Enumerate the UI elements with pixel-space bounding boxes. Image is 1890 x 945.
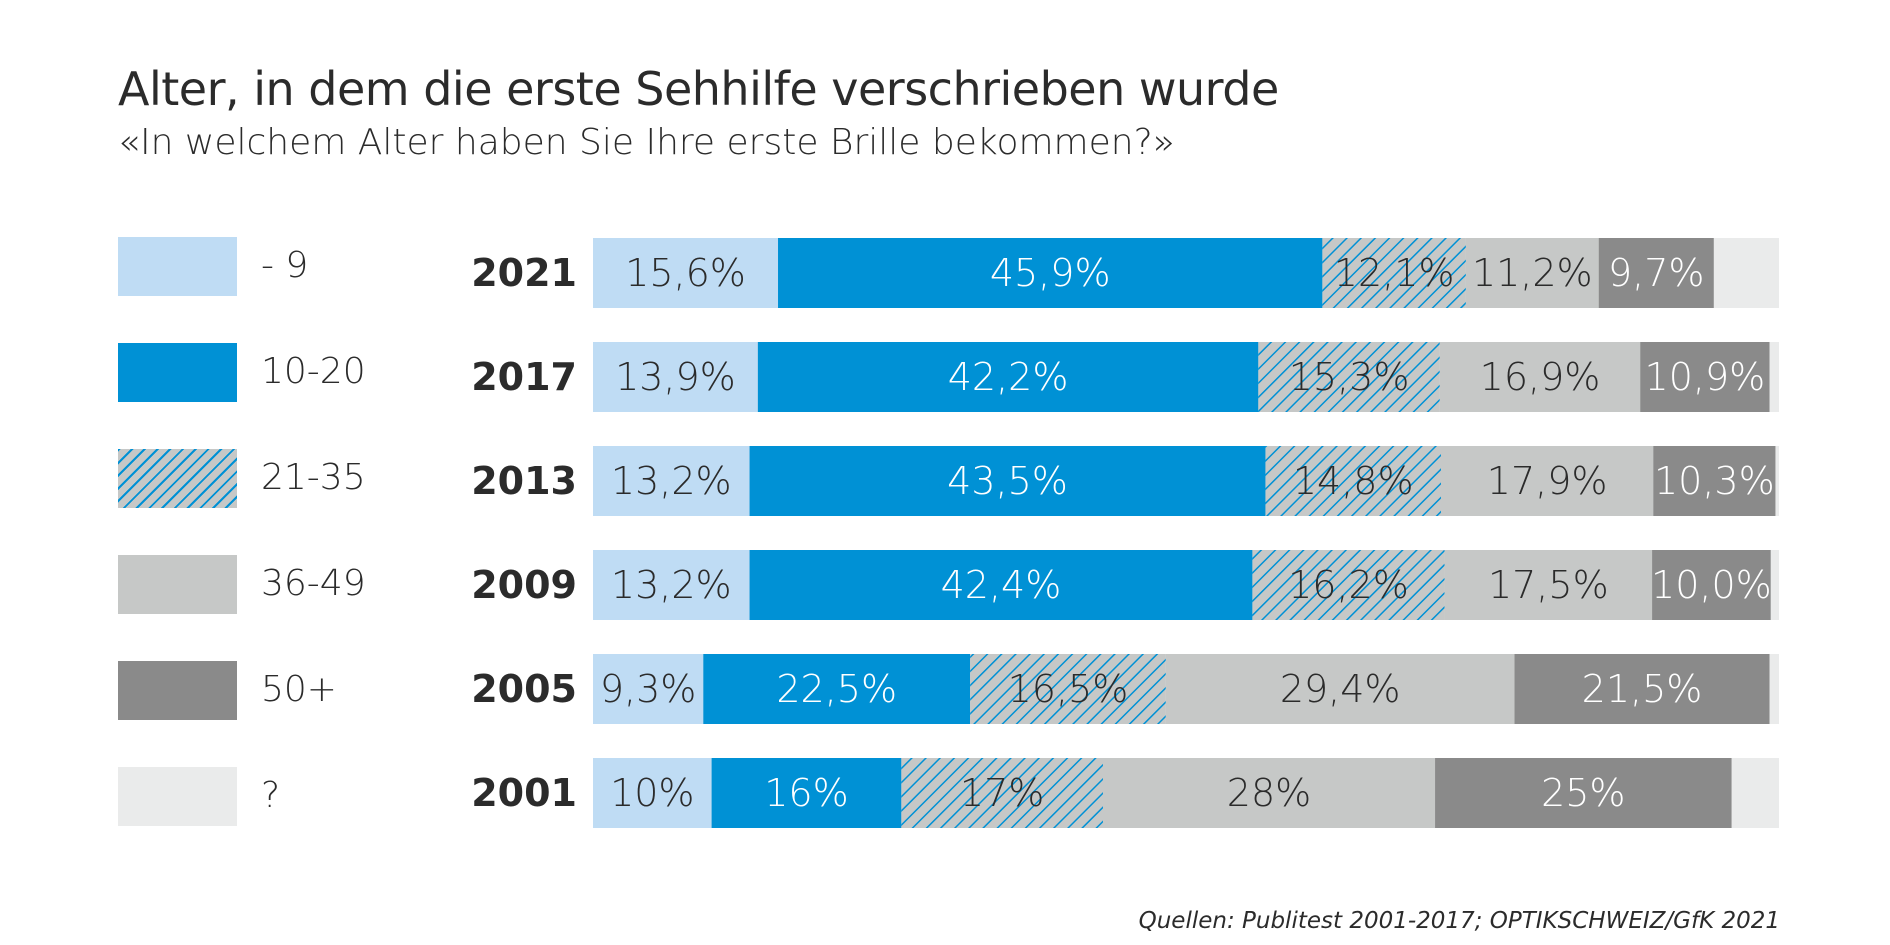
bar-segment [1514,654,1770,724]
chart-subtitle: «In welchem Alter haben Sie Ihre erste B… [118,122,1175,163]
data-label: 10% [610,771,694,815]
year-label: 2017 [471,355,577,399]
legend-swatch-unknown [118,767,237,826]
bar-segment [1102,758,1436,828]
data-label: 10,0% [1651,563,1772,607]
bar-segment [1165,654,1515,724]
data-label: 16,9% [1480,355,1601,399]
bar-segment [749,446,1266,516]
data-label: 17,9% [1487,459,1608,503]
bar-segment [1439,342,1641,412]
bar-segment [711,758,902,828]
data-label: 10,9% [1645,355,1766,399]
data-label: 28% [1227,771,1311,815]
bar-segment [1640,342,1770,412]
bar-segment [1652,550,1771,620]
data-label: 13,9% [615,355,736,399]
bar-segment [1653,446,1776,516]
data-label: 22,5% [776,667,897,711]
data-label: 15,6% [625,251,746,295]
bar-segment [703,654,971,724]
legend-label: 21-35 [261,457,366,498]
bar-segment [1435,758,1732,828]
data-label: 21,5% [1582,667,1703,711]
legend-swatch-age-50-plus [118,661,237,720]
year-label: 2013 [471,459,577,503]
data-label: 9,7% [1608,251,1705,295]
data-label: 17% [960,771,1044,815]
data-label: 12,1% [1334,251,1455,295]
bar-segment [593,654,704,724]
bar-segment [1252,550,1445,620]
year-label: 2001 [471,771,577,815]
legend-item-age-10-20: 10-20 [118,343,418,403]
data-label: 29,4% [1280,667,1401,711]
bar-segment [1598,238,1714,308]
data-label: 11,2% [1472,251,1593,295]
bar-segment [593,342,758,412]
bar-segment [1444,550,1653,620]
legend-swatch-age-21-35 [118,449,237,508]
data-label: 43,5% [947,459,1068,503]
data-label: 17,5% [1488,563,1609,607]
bar-segment [593,550,750,620]
bar-segment [1322,238,1466,308]
bar-segment [593,758,712,828]
legend-item-age-50-plus: 50+ [118,661,418,721]
bar-segment [593,238,779,308]
bar-segment [1440,446,1654,516]
chart-title: Alter, in dem die erste Sehhilfe verschr… [118,62,1279,116]
year-label: 2005 [471,667,577,711]
bar-segment [593,446,750,516]
legend-label: - 9 [261,245,309,286]
legend-swatch-age-0-9 [118,237,237,296]
data-label: 13,2% [611,459,732,503]
bar-segment [970,654,1166,724]
data-label: 14,8% [1293,459,1414,503]
legend-label: 36-49 [261,563,366,604]
legend-item-unknown: ? [118,767,418,827]
legend-item-age-21-35: 21-35 [118,449,418,509]
data-label: 15,3% [1289,355,1410,399]
bar-segment [749,550,1253,620]
data-label: 45,9% [990,251,1111,295]
legend-item-age-36-49: 36-49 [118,555,418,615]
legend-swatch-age-10-20 [118,343,237,402]
legend-label: 50+ [261,669,337,710]
data-label: 9,3% [600,667,697,711]
bar-segment [1265,446,1441,516]
legend-label: ? [261,775,281,816]
legend-swatch-age-36-49 [118,555,237,614]
bar-segment [901,758,1103,828]
year-label: 2009 [471,563,577,607]
bar-segment [1258,342,1440,412]
data-label: 42,4% [941,563,1062,607]
bars-group: 2021 15,6% 45,9% 12,1% 11,2% 9,7% 2017 13,9% 42,… [471,238,1779,828]
bar-segment [757,342,1259,412]
data-label: 16,5% [1008,667,1129,711]
bar-segment [778,238,1323,308]
legend-item-age-0-9: - 9 [118,237,418,297]
legend-label: 10-20 [261,351,366,392]
data-label: 10,3% [1654,459,1775,503]
year-label: 2021 [471,251,577,295]
source-note: Quellen: Publitest 2001-2017; OPTIKSCHWE… [1138,908,1780,934]
data-label: 25% [1541,771,1625,815]
bar-segment [1465,238,1599,308]
data-label: 42,2% [948,355,1069,399]
data-label: 16,2% [1288,563,1409,607]
data-label: 16% [764,771,848,815]
data-label: 13,2% [611,563,732,607]
